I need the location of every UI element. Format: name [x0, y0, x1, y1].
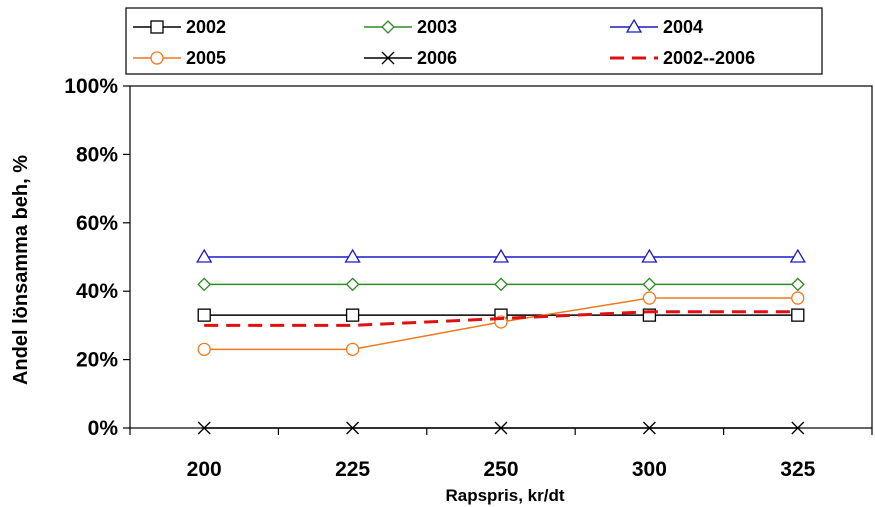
legend-item-2003: 2003 — [364, 17, 457, 37]
y-tick-label: 40% — [76, 280, 118, 303]
y-tick-label: 100% — [64, 75, 118, 98]
legend-item-2002: 2002 — [133, 17, 226, 37]
data-point-2005 — [642, 291, 657, 305]
y-tick-label: 20% — [76, 349, 118, 372]
y-axis-title: Andel lönsamma beh, % — [10, 155, 32, 385]
data-point-2003 — [345, 277, 360, 292]
legend-item-2005: 2005 — [133, 48, 226, 68]
x-tick-label: 225 — [335, 458, 370, 481]
legend-label: 2002 — [186, 17, 226, 37]
data-point-2004 — [641, 248, 658, 263]
legend-item-2002-2006: 2002--2006 — [610, 48, 755, 68]
legend: 2002 2003 2004 2005 2006 2002--2006 — [125, 7, 823, 75]
series-line-2002-2006 — [204, 310, 798, 327]
y-tick-label: 0% — [88, 417, 119, 440]
data-point-2002 — [197, 308, 211, 322]
legend-marker — [625, 18, 643, 33]
legend-item-2006: 2006 — [364, 48, 457, 68]
data-point-2003 — [494, 277, 508, 292]
data-point-2005 — [197, 342, 211, 356]
axes: 0% 20% 40% 60% 80% 100% 200 225 250 300 325 — [64, 75, 873, 481]
x-tick-label: 250 — [483, 458, 518, 481]
x-tick-label: 200 — [187, 458, 222, 481]
plot-frame — [129, 85, 873, 429]
plot-area — [196, 248, 806, 435]
data-point-2005 — [791, 291, 805, 305]
legend-item-2004: 2004 — [610, 17, 703, 37]
legend-label: 2002--2006 — [663, 48, 755, 68]
x-axis-title: Rapspris, kr/dt — [445, 486, 564, 505]
data-point-2004 — [492, 248, 510, 263]
legend-marker — [381, 51, 395, 65]
y-tick-label: 60% — [76, 212, 118, 235]
legend-label: 2006 — [417, 48, 457, 68]
data-point-2004 — [196, 248, 213, 263]
data-point-2003 — [642, 277, 657, 292]
data-point-2004 — [344, 248, 361, 263]
x-tick-label: 300 — [632, 458, 667, 481]
data-point-2002 — [791, 308, 805, 322]
legend-label: 2003 — [417, 17, 457, 37]
data-point-2005 — [345, 342, 360, 356]
data-point-2003 — [197, 277, 212, 292]
legend-label: 2004 — [663, 17, 703, 37]
data-point-2002 — [345, 308, 360, 322]
legend-marker — [381, 20, 395, 34]
legend-label: 2005 — [186, 48, 226, 68]
legend-marker — [150, 20, 164, 34]
y-tick-label: 80% — [76, 143, 118, 166]
legend-marker — [150, 51, 164, 65]
data-point-2004 — [789, 248, 806, 263]
data-point-2003 — [790, 277, 805, 292]
legend-box — [125, 7, 823, 75]
x-tick-label: 325 — [780, 458, 815, 481]
